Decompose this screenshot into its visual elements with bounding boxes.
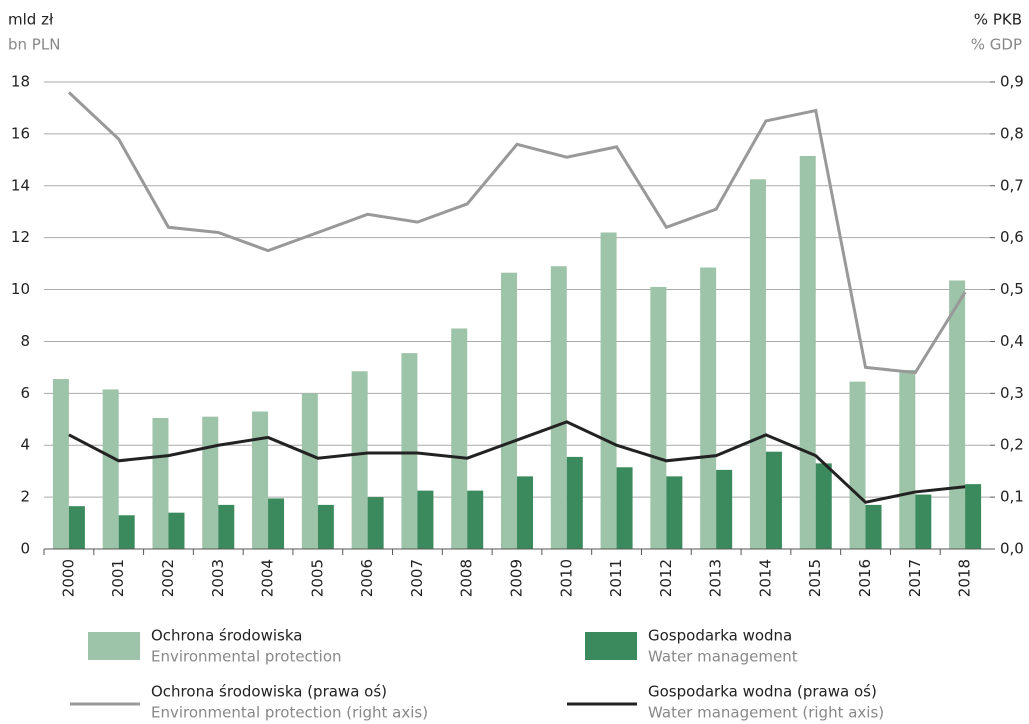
x-tick-label: 2015 (806, 559, 824, 597)
y-tick-label: 12 (11, 228, 30, 246)
y-tick-label: 18 (11, 73, 30, 91)
legend-label-en: Water management (right axis) (648, 704, 884, 722)
y-tick-label: 14 (11, 176, 30, 194)
x-tick-label: 2016 (856, 559, 874, 597)
y-tick-label: 16 (11, 124, 30, 142)
y2-tick-label: 0,7 (1000, 176, 1024, 194)
bar (666, 476, 683, 549)
x-tick-label: 2006 (358, 559, 376, 597)
x-tick-label: 2011 (607, 559, 625, 597)
y-tick-label: 6 (20, 384, 30, 402)
bar (118, 515, 135, 549)
y2-tick-label: 0,3 (1000, 384, 1024, 402)
legend-label: Ochrona środowiska (151, 627, 302, 645)
legend-swatch (88, 632, 140, 660)
y2-tick-label: 0,9 (1000, 73, 1024, 91)
bar (566, 456, 583, 549)
bar (252, 411, 269, 549)
bar (865, 504, 882, 549)
x-tick-label: 2002 (159, 559, 177, 597)
legend-label-en: Environmental protection (151, 648, 342, 666)
y-axis-title: mld zł (8, 11, 54, 29)
y-tick-label: 0 (20, 540, 30, 558)
y2-tick-label: 0,0 (1000, 540, 1024, 558)
y2-tick-label: 0,1 (1000, 488, 1024, 506)
bar (152, 417, 169, 549)
x-tick-label: 2012 (657, 559, 675, 597)
bar (765, 451, 782, 549)
bar (202, 416, 219, 549)
bar (317, 504, 334, 549)
bar (949, 280, 966, 549)
y2-tick-label: 0,5 (1000, 280, 1024, 298)
bar (451, 328, 468, 549)
x-tick-label: 2014 (756, 559, 774, 597)
bar (102, 389, 119, 549)
bar (517, 476, 533, 549)
bar (899, 369, 916, 549)
x-tick-label: 2001 (109, 559, 127, 597)
y2-axis-title-en: % GDP (971, 36, 1022, 54)
bar (600, 232, 617, 549)
line (67, 91, 967, 375)
bar (168, 512, 185, 549)
legend-label: Gospodarka wodna (prawa oś) (648, 683, 877, 701)
x-tick-label: 2004 (259, 559, 277, 597)
x-tick-label: 2000 (59, 559, 77, 597)
bar (268, 498, 285, 549)
x-tick-label: 2005 (308, 559, 326, 597)
x-tick-label: 2013 (707, 559, 725, 597)
y-tick-label: 10 (11, 280, 30, 298)
y-tick-label: 8 (20, 332, 30, 350)
y2-tick-label: 0,2 (1000, 436, 1024, 454)
y2-axis-title: % PKB (974, 11, 1022, 29)
bar (301, 393, 318, 549)
bar (815, 463, 832, 549)
bar (849, 381, 866, 549)
bar (616, 467, 633, 549)
legend-label: Ochrona środowiska (prawa oś) (151, 683, 387, 701)
x-tick-label: 2007 (408, 559, 426, 597)
legend-label-en: Environmental protection (right axis) (151, 704, 428, 722)
bar (650, 286, 667, 549)
bar (501, 272, 517, 549)
bar (218, 504, 235, 549)
legend-label: Gospodarka wodna (648, 627, 792, 645)
y-axis-title-en: bn PLN (8, 36, 60, 54)
x-tick-label: 2008 (458, 559, 476, 597)
bar (550, 266, 567, 549)
bar (716, 469, 733, 549)
y2-tick-label: 0,6 (1000, 228, 1024, 246)
legend-swatch (585, 632, 637, 660)
x-tick-label: 2017 (906, 559, 924, 597)
bar (799, 155, 816, 550)
y-tick-label: 4 (20, 436, 30, 454)
bar (915, 494, 932, 549)
bar (700, 267, 717, 549)
legend-label-en: Water management (648, 648, 798, 666)
bar (417, 490, 434, 549)
y2-tick-label: 0,4 (1000, 332, 1024, 350)
bar (52, 379, 69, 549)
bar (68, 506, 85, 549)
y-tick-label: 2 (20, 488, 30, 506)
x-tick-label: 2003 (209, 559, 227, 597)
bar (965, 484, 982, 549)
bar (467, 490, 484, 549)
bar (401, 353, 418, 549)
bar (749, 179, 766, 549)
bar (351, 371, 368, 549)
bar (367, 497, 384, 549)
x-tick-label: 2018 (956, 559, 974, 597)
x-tick-label: 2009 (508, 559, 526, 597)
line (68, 420, 966, 504)
x-tick-label: 2010 (557, 559, 575, 597)
y2-tick-label: 0,8 (1000, 124, 1024, 142)
